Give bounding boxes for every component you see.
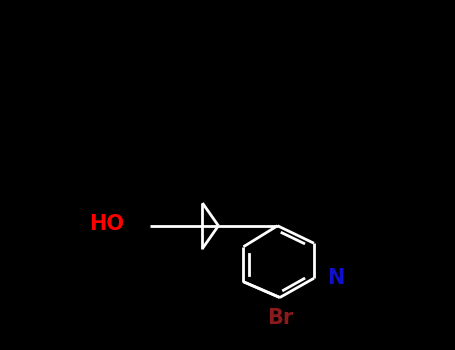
Text: N: N [327, 268, 344, 288]
Text: Br: Br [267, 308, 293, 329]
Text: HO: HO [90, 214, 124, 234]
